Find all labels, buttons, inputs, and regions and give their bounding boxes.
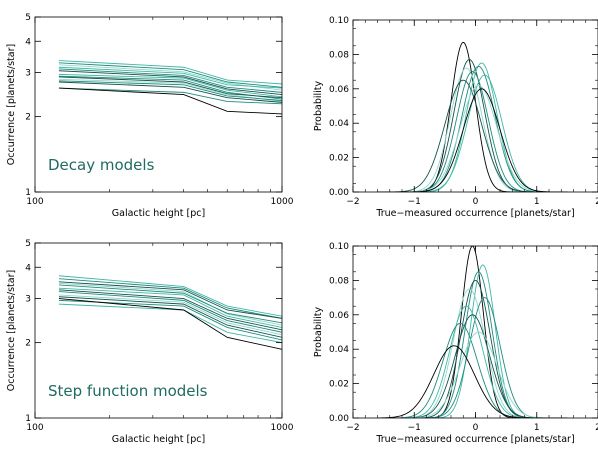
y-tick-label: 0.08 — [329, 276, 349, 286]
series-line-13 — [58, 87, 282, 105]
y-tick-label: 3 — [25, 295, 31, 305]
series-line-3 — [377, 62, 568, 192]
y-tick-label: 0.06 — [329, 85, 349, 95]
series-line-7 — [377, 305, 568, 418]
plot-frame — [352, 19, 598, 193]
series-line-11 — [377, 345, 568, 418]
series-line-6 — [377, 297, 568, 418]
y-tick-label: 0.06 — [329, 311, 349, 321]
x-tick-label: 1000 — [271, 423, 294, 433]
y-tick-label: 1 — [25, 414, 31, 424]
x-tick-label: 100 — [26, 197, 43, 207]
panel-annotation: Step function models — [48, 382, 208, 400]
y-tick-label: 0.08 — [329, 50, 349, 60]
series-line-6 — [377, 71, 568, 192]
series-line-1 — [58, 60, 282, 85]
y-tick-label: 0.00 — [329, 188, 349, 198]
y-tick-label: 0.10 — [329, 16, 349, 26]
series-line-6 — [58, 70, 282, 96]
x-tick-label: 2 — [595, 423, 598, 433]
series-group — [377, 246, 568, 418]
y-tick-label: 2 — [25, 113, 31, 123]
plot-frame — [34, 16, 283, 193]
series-line-3 — [58, 281, 282, 319]
y-tick-label: 5 — [25, 13, 31, 23]
y-axis-label: Occurrence [planets/star] — [6, 44, 17, 165]
series-line-2 — [58, 278, 282, 319]
panel-top-right: −2 −1 0 1 2 0.00 0.02 0.04 0.06 0.08 0.10 True−meas… — [313, 16, 598, 219]
x-tick-label: 2 — [595, 197, 598, 207]
series-line-13 — [58, 298, 282, 350]
y-tick-label: 1 — [25, 188, 31, 198]
series-line-1 — [377, 41, 568, 192]
x-tick-label: 0 — [473, 423, 479, 433]
y-tick-label: 4 — [25, 37, 31, 47]
panel-top-left: 100 1000 1 2 3 4 5 Galactic height [pc] Occurren… — [6, 13, 294, 219]
plot-frame — [34, 242, 283, 419]
y-tick-label: 0.02 — [329, 380, 349, 390]
series-group — [377, 41, 568, 192]
series-line-8 — [377, 79, 568, 192]
series-line-12 — [58, 303, 282, 344]
x-tick-label: 1 — [534, 423, 540, 433]
series-line-5 — [377, 67, 568, 192]
series-line-6 — [58, 287, 282, 328]
series-line-7 — [58, 289, 282, 331]
panel-annotation: Decay models — [48, 156, 155, 174]
series-line-11 — [58, 80, 282, 101]
plot-frame — [352, 245, 598, 419]
series-line-5 — [58, 284, 282, 324]
x-tick-label: −1 — [408, 197, 421, 207]
x-tick-label: 0 — [473, 197, 479, 207]
series-line-2 — [58, 62, 282, 88]
y-tick-label: 0.00 — [329, 414, 349, 424]
series-line-8 — [58, 291, 282, 333]
x-axis-label: True−measured occurrence [planets/star] — [375, 208, 574, 219]
series-line-9 — [58, 294, 282, 336]
y-tick-label: 5 — [25, 239, 31, 249]
x-tick-label: 100 — [26, 423, 43, 433]
series-line-9 — [58, 76, 282, 99]
series-line-7 — [58, 73, 282, 98]
series-line-11 — [58, 299, 282, 341]
series-group — [58, 60, 282, 115]
series-line-4 — [58, 66, 282, 89]
series-line-14 — [58, 87, 282, 115]
y-axis-label: Probability — [313, 81, 324, 132]
series-line-12 — [58, 81, 282, 103]
x-axis-label: Galactic height [pc] — [112, 434, 205, 445]
x-tick-label: −1 — [408, 423, 421, 433]
y-tick-label: 0.04 — [329, 119, 349, 129]
x-axis-label: Galactic height [pc] — [112, 208, 205, 219]
panel-bottom-right: −2 −1 0 1 2 0.00 0.02 0.04 0.06 0.08 0.10 True−meas… — [313, 242, 598, 445]
series-line-10 — [58, 296, 282, 338]
x-tick-label: 1 — [534, 197, 540, 207]
y-tick-label: 2 — [25, 339, 31, 349]
y-tick-label: 0.04 — [329, 345, 349, 355]
series-line-4 — [377, 279, 568, 418]
series-group — [58, 275, 282, 350]
y-tick-label: 0.02 — [329, 154, 349, 164]
y-axis-label: Occurrence [planets/star] — [6, 270, 17, 391]
y-axis-label: Probability — [313, 307, 324, 358]
series-line-1 — [58, 275, 282, 317]
x-tick-label: 1000 — [271, 197, 294, 207]
y-tick-label: 4 — [25, 263, 31, 273]
x-tick-label: −2 — [346, 423, 359, 433]
x-axis-label: True−measured occurrence [planets/star] — [375, 434, 574, 445]
panel-bottom-left: 100 1000 1 2 3 4 5 Galactic height [pc] Occurren… — [6, 239, 294, 445]
x-tick-label: −2 — [346, 197, 359, 207]
series-line-5 — [58, 68, 282, 93]
series-line-10 — [377, 88, 568, 192]
y-tick-label: 3 — [25, 69, 31, 79]
y-tick-label: 0.10 — [329, 242, 349, 252]
